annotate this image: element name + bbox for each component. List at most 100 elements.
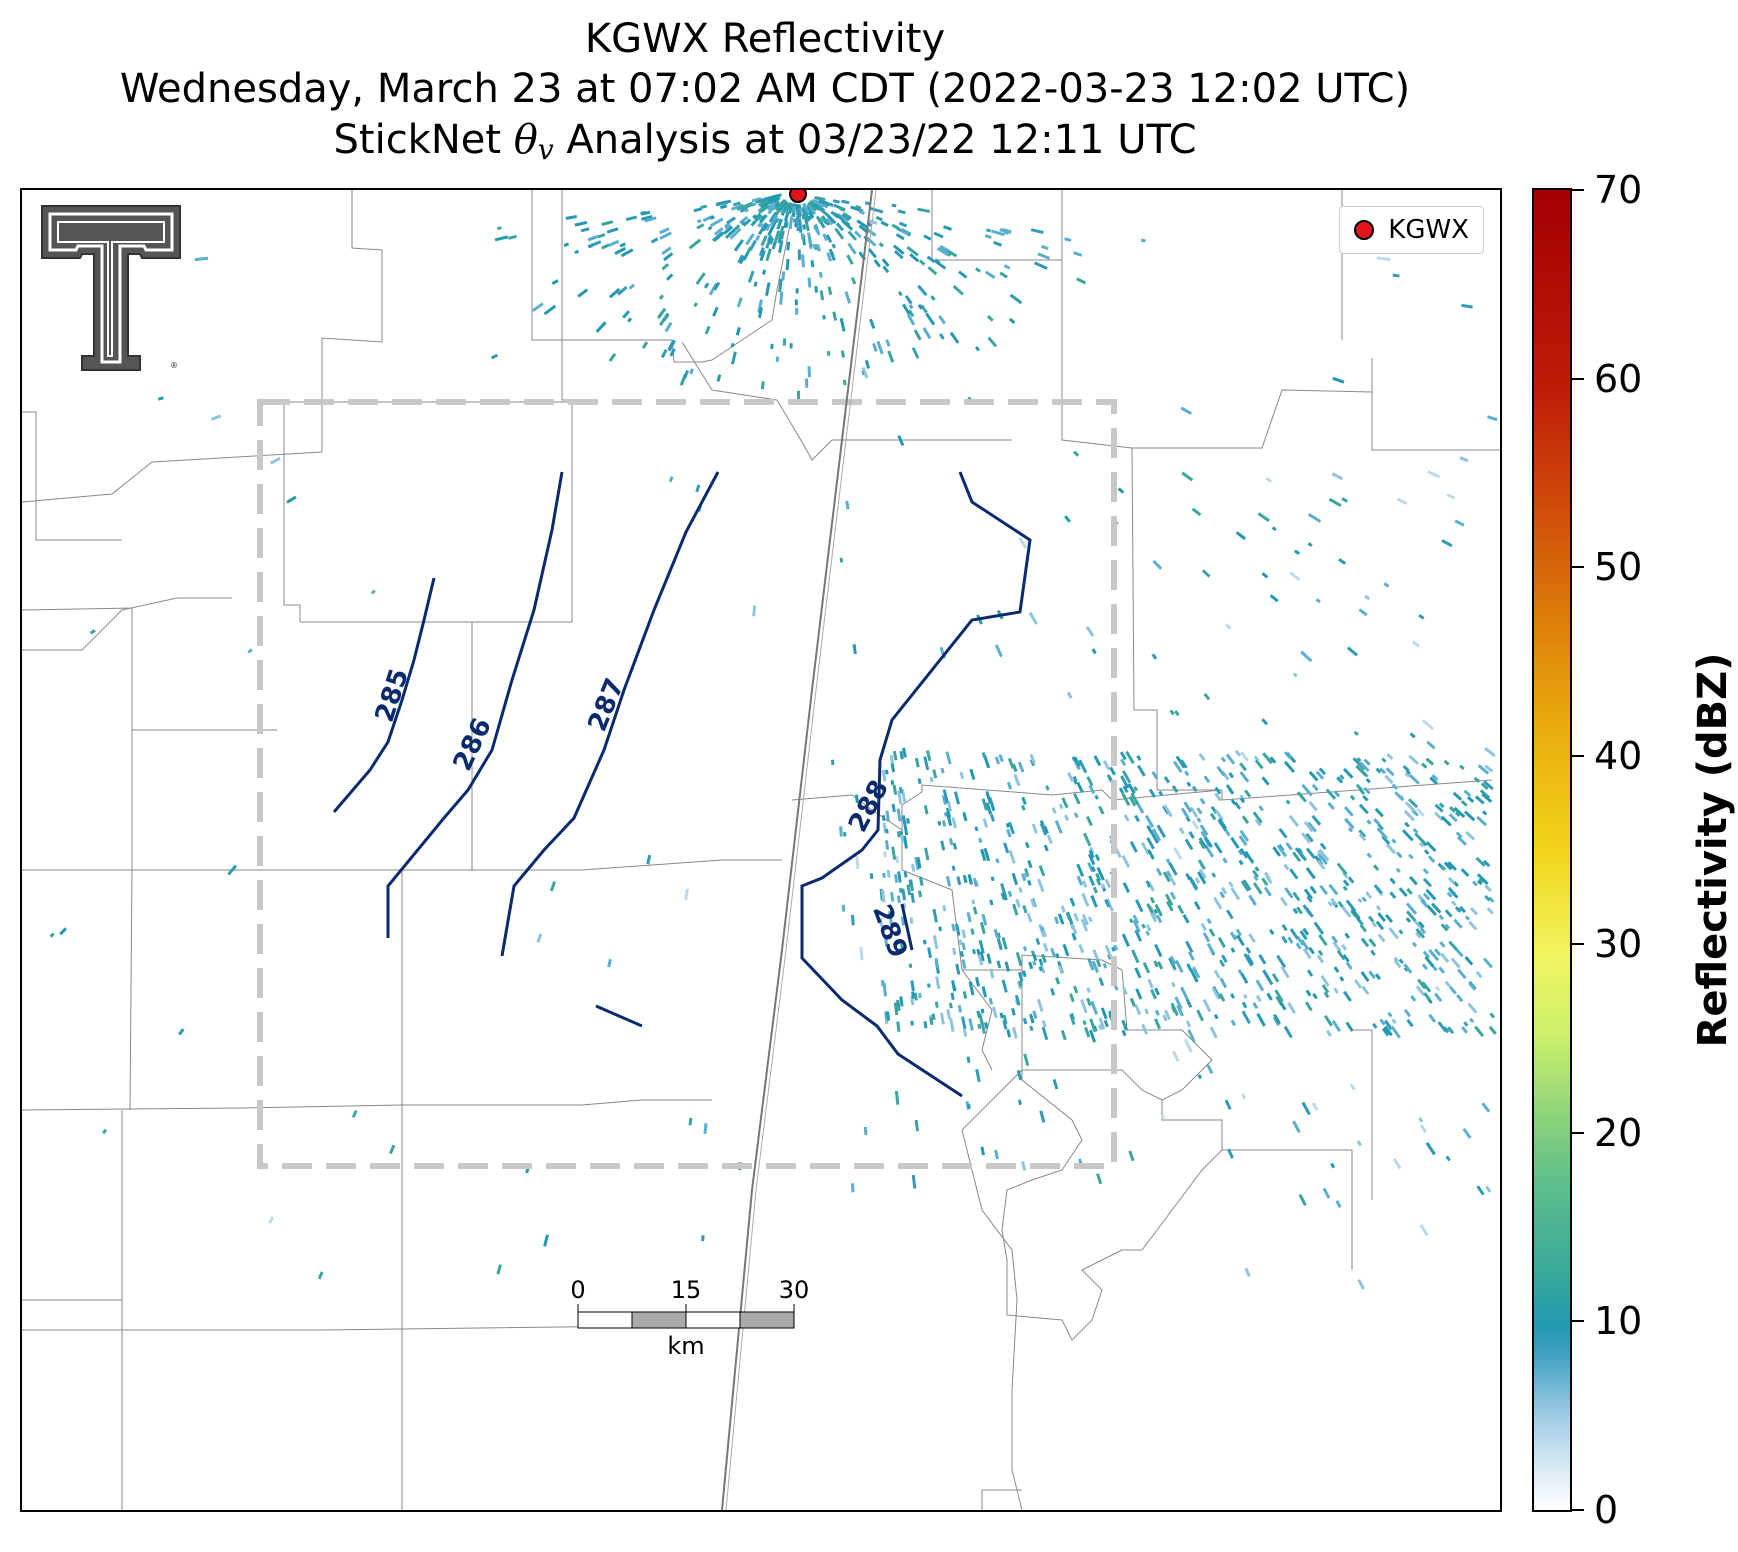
echo-gate	[942, 789, 949, 804]
echo-gate	[1022, 904, 1028, 914]
echo-gate	[1244, 1267, 1251, 1277]
echo-gate	[1017, 1099, 1023, 1106]
echo-gate	[1349, 794, 1356, 801]
echo-gate	[1381, 757, 1387, 763]
echo-gate	[1095, 878, 1102, 886]
echo-gate	[883, 851, 887, 858]
echo-gate	[1039, 822, 1048, 836]
echo-gate	[753, 281, 758, 287]
echo-gate	[1296, 791, 1307, 803]
echo-gate	[1460, 800, 1468, 807]
echo-gate	[1269, 756, 1277, 764]
radar-map[interactable]: 285 286 287 288 289 0 15 30 km ®	[20, 188, 1502, 1512]
echo-gate	[1463, 789, 1472, 798]
echo-gate	[945, 751, 952, 765]
echo-gate	[531, 302, 544, 312]
echo-gate	[970, 928, 975, 936]
echo-gate	[1211, 987, 1220, 999]
kgwx-radar-marker[interactable]	[789, 190, 807, 203]
contour-label-286: 286	[448, 714, 498, 776]
echo-gate	[898, 887, 903, 894]
echo-gate	[967, 1103, 971, 1109]
echo-gate	[1483, 780, 1494, 791]
echo-gate	[1481, 792, 1493, 804]
echo-gate	[873, 259, 881, 268]
echo-gate	[588, 243, 594, 249]
echo-gate	[1361, 896, 1367, 903]
echo-gate	[1021, 805, 1026, 811]
echo-gate	[1192, 966, 1201, 979]
colorbar-tick-mark	[1572, 566, 1584, 569]
echo-gate	[911, 863, 916, 872]
echo-gate	[508, 234, 517, 240]
logo-registered-mark: ®	[170, 361, 178, 370]
echo-gate	[777, 234, 783, 244]
echo-gate	[927, 947, 932, 959]
echo-gate	[1356, 1140, 1362, 1147]
echo-gate	[994, 756, 1001, 765]
echo-gate	[1484, 747, 1496, 758]
echo-gate	[1325, 788, 1337, 800]
echo-gate	[876, 340, 884, 355]
echo-gate	[950, 992, 955, 1000]
echo-gate	[917, 303, 923, 310]
echo-gate	[1303, 820, 1314, 833]
echo-gate	[831, 759, 835, 766]
echo-gate	[1462, 1127, 1472, 1139]
echo-gate	[908, 303, 914, 310]
logo-double-t-inner	[48, 212, 174, 364]
echo-gate	[1252, 811, 1263, 824]
echo-gate	[903, 821, 909, 836]
echo-gate	[622, 310, 631, 319]
echo-gate	[881, 769, 887, 782]
echo-gate	[926, 750, 932, 762]
echo-gate	[931, 1013, 936, 1021]
echo-gate	[1001, 937, 1008, 950]
echo-gate	[1344, 932, 1351, 939]
echo-gate	[1333, 987, 1339, 994]
echo-gate	[1072, 775, 1078, 782]
echo-gate	[1001, 227, 1012, 234]
echo-gate	[887, 350, 895, 363]
echo-gate	[1093, 755, 1102, 767]
echo-gate	[896, 895, 901, 904]
echo-gate	[923, 234, 932, 241]
county-line	[962, 954, 1123, 971]
echo-gate	[1358, 803, 1369, 815]
echo-gate	[1032, 1010, 1038, 1019]
map-canvas: 285 286 287 288 289 0 15 30 km ®	[22, 190, 1500, 1510]
echo-gate	[875, 215, 883, 222]
echo-gate	[1076, 875, 1083, 886]
echo-gate	[1311, 1102, 1319, 1111]
colorbar-tick-mark	[1572, 943, 1584, 946]
echo-gate	[1141, 842, 1150, 855]
echo-gate	[1408, 798, 1419, 809]
echo-gate	[1213, 842, 1223, 854]
echo-gate	[1241, 1010, 1251, 1025]
echo-gate	[1029, 753, 1036, 764]
echo-gate	[317, 1271, 324, 1280]
echo-gate	[934, 259, 947, 270]
theta-v-contours	[332, 471, 1032, 1098]
echo-gate	[798, 219, 803, 233]
echo-gate	[801, 254, 805, 268]
echo-gate	[1261, 776, 1270, 786]
echo-gate	[1073, 812, 1079, 819]
echo-gate	[1098, 1017, 1106, 1030]
echo-gate	[1426, 904, 1438, 917]
echo-gate	[1236, 934, 1245, 947]
echo-gate	[961, 959, 967, 969]
county-line	[283, 402, 301, 622]
echo-gate	[968, 981, 975, 996]
echo-gate	[1141, 923, 1146, 929]
echo-gate	[1088, 849, 1095, 859]
echo-gate	[925, 312, 936, 326]
echo-gate	[892, 244, 905, 255]
echo-gate	[826, 217, 834, 226]
echo-gate	[703, 282, 710, 289]
county-line	[1131, 447, 1222, 791]
echo-gate	[822, 314, 826, 320]
echo-gate	[1095, 872, 1102, 882]
echo-gate	[906, 245, 919, 257]
echo-gate	[936, 247, 950, 257]
